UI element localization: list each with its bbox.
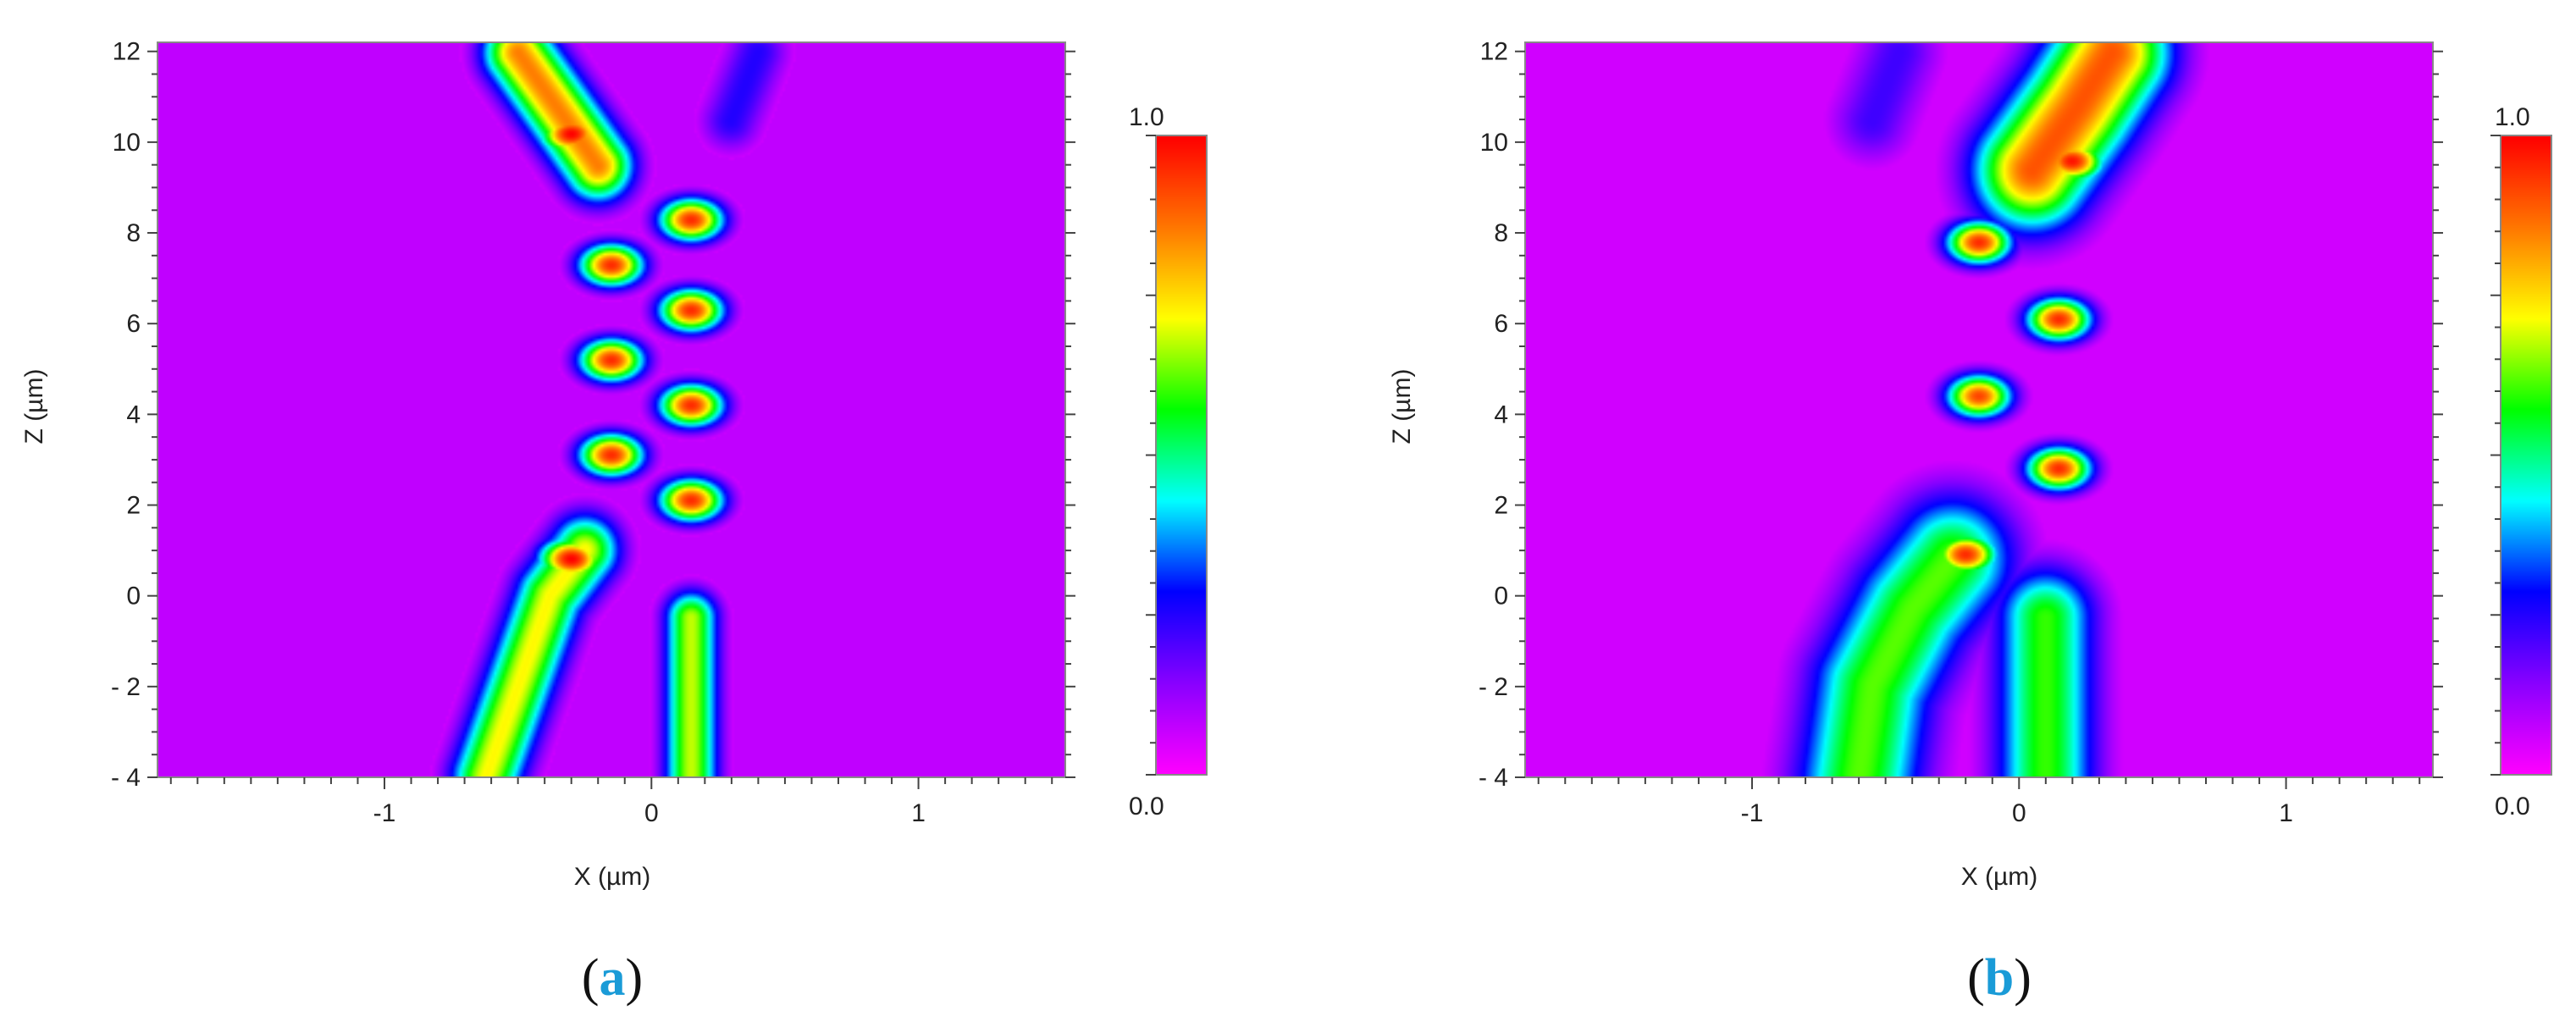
y-tick-label: 8 — [1494, 219, 1508, 247]
x-tick-label: 1 — [2279, 799, 2293, 827]
x-axis-title: X (µm) — [1961, 863, 2038, 891]
y-tick-label: - 2 — [1479, 673, 1508, 701]
y-tick-label: 2 — [126, 492, 141, 520]
colorbar-ticks — [1146, 135, 1156, 776]
y-tick-label: 0 — [1494, 583, 1508, 610]
x-tick-label: -1 — [1741, 799, 1764, 827]
x-tick-labels: -1 0 1 — [373, 799, 926, 827]
y-tick-label: 10 — [1480, 129, 1508, 157]
plot-area — [1515, 41, 2443, 789]
colorbar-max-label: 1.0 — [1129, 103, 1164, 131]
y-tick-labels: - 4 - 2 0 2 4 6 8 10 12 — [1479, 38, 1508, 792]
colorbar-gradient — [1156, 135, 1207, 775]
y-tick-label: 0 — [126, 583, 141, 610]
y-tick-label: - 4 — [111, 764, 141, 792]
colorbar-min-label: 0.0 — [2495, 793, 2530, 820]
colorbar-min-label: 0.0 — [1129, 793, 1164, 820]
x-tick-labels: -1 0 1 — [1741, 799, 2293, 827]
plot-frame — [157, 41, 1066, 778]
colorbar-gradient — [2501, 135, 2551, 775]
y-axis-title: Z (µm) — [20, 369, 48, 445]
y-tick-label: - 4 — [1479, 764, 1508, 792]
heatmap-chart-a: - 4 - 2 0 2 4 6 8 10 12 Z (µm) -1 0 1 X (µm) 1.0 0… — [20, 38, 1208, 1007]
y-axis-title: Z (µm) — [1388, 369, 1416, 445]
x-tick-label: -1 — [373, 799, 396, 827]
plot-frame — [1524, 41, 2434, 778]
x-tick-label: 1 — [911, 799, 926, 827]
x-ticks — [1537, 777, 2421, 789]
x-ticks — [169, 777, 1053, 789]
y-tick-label: 12 — [113, 38, 141, 66]
y-tick-label: 6 — [1494, 310, 1508, 338]
colorbar-ticks — [2490, 135, 2501, 776]
panel-a: - 4 - 2 0 2 4 6 8 10 12 Z (µm) -1 0 1 X (µm) 1.0 0… — [20, 38, 1208, 1007]
y-tick-label: 10 — [113, 129, 141, 157]
intensity-map — [1525, 42, 2433, 777]
panel-label-a: (a) — [582, 949, 643, 1007]
y-tick-labels: - 4 - 2 0 2 4 6 8 10 12 — [111, 38, 141, 792]
intensity-map — [158, 42, 1065, 777]
heatmap-chart-b: - 4 - 2 0 2 4 6 8 10 12 Z (µm) -1 0 1 X (µm) 1.0 0… — [1388, 38, 2552, 1007]
x-tick-label: 0 — [2012, 799, 2026, 827]
y-tick-label: 2 — [1494, 492, 1508, 520]
colorbar: 1.0 0.0 — [1129, 103, 1208, 820]
y-tick-label: 4 — [126, 401, 141, 428]
y-tick-label: 6 — [126, 310, 141, 338]
colorbar-max-label: 1.0 — [2495, 103, 2530, 131]
y-tick-label: - 2 — [111, 673, 141, 701]
colorbar: 1.0 0.0 — [2490, 103, 2552, 820]
x-tick-label: 0 — [644, 799, 659, 827]
y-tick-label: 12 — [1480, 38, 1508, 66]
panel-label-b: (b) — [1967, 949, 2032, 1007]
y-tick-label: 8 — [126, 219, 141, 247]
x-axis-title: X (µm) — [574, 863, 651, 891]
y-ticks — [1515, 50, 2443, 778]
y-ticks — [147, 50, 1075, 778]
y-tick-label: 4 — [1494, 401, 1508, 428]
plot-area — [147, 41, 1075, 789]
panel-b: - 4 - 2 0 2 4 6 8 10 12 Z (µm) -1 0 1 X (µm) 1.0 0… — [1288, 0, 2576, 1022]
